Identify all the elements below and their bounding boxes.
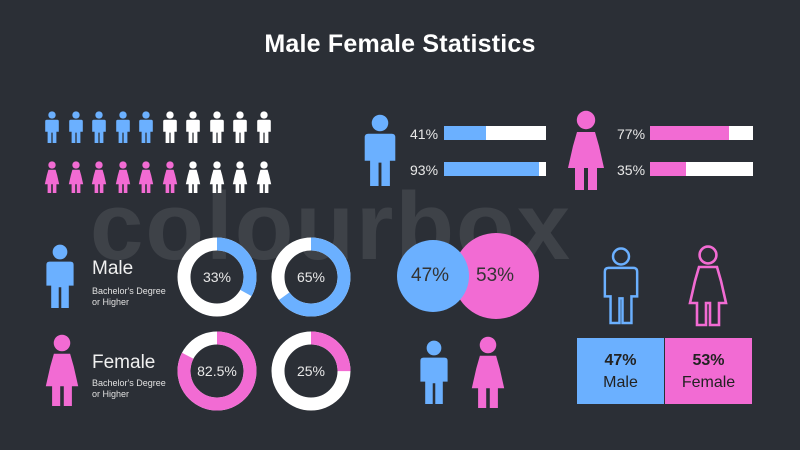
male-donut-title: Male <box>92 258 134 279</box>
male-share-box: 47% Male <box>577 338 664 404</box>
donut-label-male-1: 33% <box>202 269 232 285</box>
male-share-label: Male <box>603 374 638 391</box>
page-title: Male Female Statistics <box>264 30 536 58</box>
female-share-value: 53% <box>692 352 725 369</box>
male-bar-2 <box>444 162 546 176</box>
female-bar-2-label: 35% <box>617 162 646 178</box>
donut-label-female-2: 25% <box>296 363 326 379</box>
donut-label-female-1: 82.5% <box>197 363 237 379</box>
male-bar-2-label: 93% <box>410 162 439 178</box>
female-donut-title: Female <box>92 352 156 373</box>
male-bubble-icon <box>418 332 450 412</box>
female-bubble-icon <box>470 332 506 412</box>
female-bar-1-fill <box>650 126 730 140</box>
bubble-label-female: 53% <box>476 265 515 286</box>
male-bar-1-fill <box>444 126 486 140</box>
male-bar-1 <box>444 126 546 140</box>
donut-female-1-arc <box>177 331 257 411</box>
male-bar-2-fill <box>444 162 539 176</box>
female-bar-2-fill <box>650 162 687 176</box>
donut-female-2-arc <box>271 331 351 411</box>
donut-male-2-arc <box>271 237 351 317</box>
bubble-male <box>397 240 469 312</box>
female-bar-1-label: 77% <box>617 126 646 142</box>
bubble-female <box>453 233 539 319</box>
male-donut-subtitle: Bachelor's Degree or Higher <box>92 286 166 307</box>
male-outline-icon <box>602 242 640 328</box>
female-bar-2 <box>650 162 753 176</box>
female-share-label: Female <box>681 374 736 391</box>
female-outline-icon <box>688 242 728 328</box>
male-bar-1-label: 41% <box>410 126 439 142</box>
female-share-box: 53% Female <box>665 338 752 404</box>
bubble-label-male: 47% <box>411 265 450 286</box>
female-bar-1 <box>650 126 753 140</box>
donut-label-male-2: 65% <box>296 269 326 285</box>
donut-male-1-arc <box>177 237 257 317</box>
female-donut-subtitle: Bachelor's Degree or Higher <box>92 378 166 399</box>
male-share-value: 47% <box>604 352 637 369</box>
